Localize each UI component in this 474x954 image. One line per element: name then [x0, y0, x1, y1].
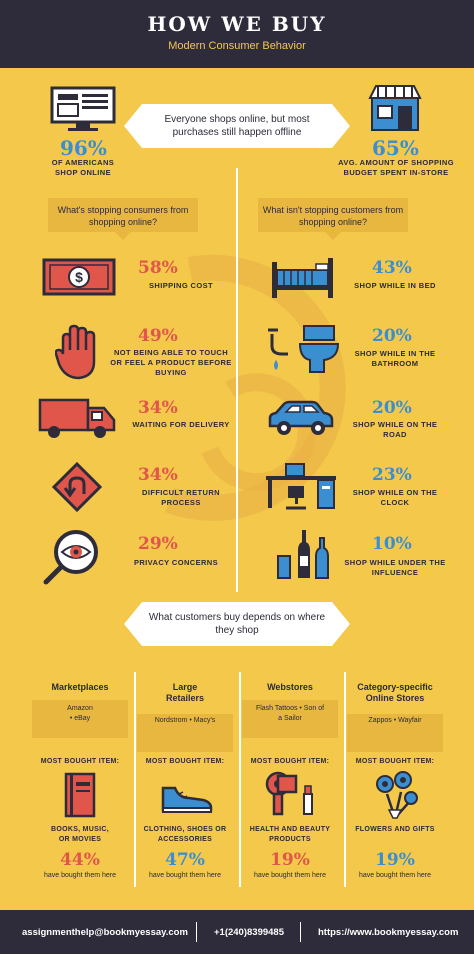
- stopping-question-arrow: [115, 232, 131, 240]
- most-bought-label: MOST BOUGHT ITEM:: [355, 758, 435, 765]
- hand-icon: [55, 324, 96, 380]
- store-icon: [368, 85, 422, 131]
- footer-phone[interactable]: +1(240)8399485: [214, 927, 284, 938]
- store-column-marketplaces: Marketplaces Amazon • eBay MOST BOUGHT I…: [30, 672, 130, 879]
- store-column-value: 44%: [60, 850, 100, 870]
- most-bought-items: HEALTH AND BEAUTY PRODUCTS: [249, 826, 331, 843]
- not-stopping-question-arrow: [325, 232, 341, 240]
- not-stopping-label-0: SHOP WHILE IN BED: [354, 281, 436, 290]
- bought-here-label: have bought them here: [254, 872, 326, 879]
- most-bought-label: MOST BOUGHT ITEM:: [145, 758, 225, 765]
- column-divider: [239, 672, 241, 887]
- computer-icon: [50, 86, 116, 131]
- footer-divider: [196, 922, 197, 942]
- most-bought-label: MOST BOUGHT ITEM:: [250, 758, 330, 765]
- svg-text:$: $: [75, 269, 83, 285]
- most-bought-items: CLOTHING, SHOES OR ACCESSORIES: [143, 826, 227, 843]
- store-type-name: Large Retailers: [165, 682, 205, 703]
- desk-icon: [266, 463, 336, 510]
- most-bought-items: FLOWERS AND GIFTS: [355, 826, 435, 833]
- store-type-name: Webstores: [267, 682, 313, 692]
- not-stopping-value-4: 10%: [372, 534, 412, 554]
- return-sign-icon: [52, 462, 102, 512]
- stopping-value-0: 58%: [138, 258, 178, 278]
- bought-here-label: have bought them here: [149, 872, 221, 879]
- store-type-name: Marketplaces: [51, 682, 109, 692]
- not-stopping-value-3: 23%: [372, 465, 412, 485]
- footer-email[interactable]: assignmenthelp@bookmyessay.com: [22, 927, 188, 938]
- not-stopping-question: What isn't stopping customers from shopp…: [262, 205, 404, 227]
- store-column-category-specific: Category-specific Online Stores Zappos •…: [345, 672, 445, 879]
- store-name-box: [137, 714, 233, 752]
- stopping-question: What's stopping consumers from shopping …: [57, 205, 189, 227]
- column-divider: [134, 672, 136, 887]
- store-examples: Zappos • Wayfair: [368, 717, 422, 724]
- stopping-value-3: 34%: [138, 465, 178, 485]
- stopping-value-2: 34%: [138, 398, 178, 418]
- intro-bubble: Everyone shops online, but most purchase…: [124, 104, 350, 148]
- store-column-value: 19%: [375, 850, 415, 870]
- not-stopping-label-1: SHOP WHILE IN THE BATHROOM: [354, 349, 436, 368]
- store-column-large-retailers: Large Retailers Nordstrom • Macy's MOST …: [135, 672, 235, 879]
- center-divider: [236, 168, 238, 592]
- stopping-label-4: PRIVACY CONCERNS: [133, 558, 219, 567]
- book-icon: [64, 772, 96, 818]
- not-stopping-value-1: 20%: [372, 326, 412, 346]
- store-column-value: 19%: [270, 850, 310, 870]
- online-shoppers-label: OF AMERICANS SHOP ONLINE: [51, 158, 115, 177]
- store-column-value: 47%: [165, 850, 205, 870]
- in-store-budget-label: AVG. AMOUNT OF SHOPPING BUDGET SPENT IN-…: [338, 158, 454, 177]
- stopping-question-box: [48, 198, 198, 232]
- page-subtitle: Modern Consumer Behavior: [168, 40, 306, 52]
- bought-here-label: have bought them here: [44, 872, 116, 879]
- stopping-label-0: SHIPPING COST: [149, 281, 213, 290]
- store-name-box: [242, 700, 338, 738]
- header: HOW WE BUY Modern Consumer Behavior: [0, 0, 474, 68]
- bought-here-label: have bought them here: [359, 872, 431, 879]
- not-stopping-label-2: SHOP WHILE ON THE ROAD: [352, 420, 438, 439]
- truck-icon: [38, 398, 116, 438]
- stopping-value-4: 29%: [138, 534, 178, 554]
- not-stopping-value-0: 43%: [372, 258, 412, 278]
- footer-url[interactable]: https://www.bookmyessay.com: [318, 927, 459, 938]
- bottles-icon: [277, 530, 329, 579]
- toilet-icon: [268, 325, 340, 373]
- stopping-label-2: WAITING FOR DELIVERY: [132, 420, 230, 429]
- footer-divider: [300, 922, 301, 942]
- flowers-icon: [376, 771, 418, 819]
- store-examples: Nordstrom • Macy's: [154, 717, 216, 724]
- stopping-value-1: 49%: [138, 326, 178, 346]
- depends-bubble: What customers buy depends on where they…: [124, 602, 350, 646]
- store-examples: Flash Tattoos • Son of a Sailor: [255, 705, 325, 722]
- money-icon: $: [42, 258, 116, 296]
- footer: assignmenthelp@bookmyessay.com +1(240)83…: [0, 910, 474, 954]
- most-bought-items: BOOKS, MUSIC, OR MOVIES: [51, 826, 109, 843]
- store-name-box: [347, 714, 443, 752]
- store-name-box: [32, 700, 128, 738]
- magnifier-eye-icon: [43, 530, 98, 585]
- store-column-webstores: Webstores Flash Tattoos • Son of a Sailo…: [240, 672, 340, 879]
- not-stopping-value-2: 20%: [372, 398, 412, 418]
- most-bought-label: MOST BOUGHT ITEM:: [40, 758, 120, 765]
- column-divider: [344, 672, 346, 887]
- store-examples: Amazon • eBay: [67, 705, 93, 722]
- bed-icon: [272, 258, 333, 298]
- store-type-name: Category-specific Online Stores: [357, 682, 433, 703]
- car-icon: [268, 400, 334, 435]
- stopping-label-3: DIFFICULT RETURN PROCESS: [142, 488, 220, 507]
- not-stopping-label-3: SHOP WHILE ON THE CLOCK: [352, 488, 438, 507]
- not-stopping-label-4: SHOP WHILE UNDER THE INFLUENCE: [344, 558, 446, 577]
- not-stopping-question-box: [258, 198, 408, 232]
- shoe-icon: [161, 786, 213, 813]
- page-title: HOW WE BUY: [147, 12, 327, 36]
- in-store-budget-value: 65%: [372, 136, 419, 160]
- online-shoppers-value: 96%: [60, 136, 107, 160]
- hairdryer-icon: [265, 771, 313, 816]
- stopping-label-1: NOT BEING ABLE TO TOUCH OR FEEL A PRODUC…: [110, 348, 232, 377]
